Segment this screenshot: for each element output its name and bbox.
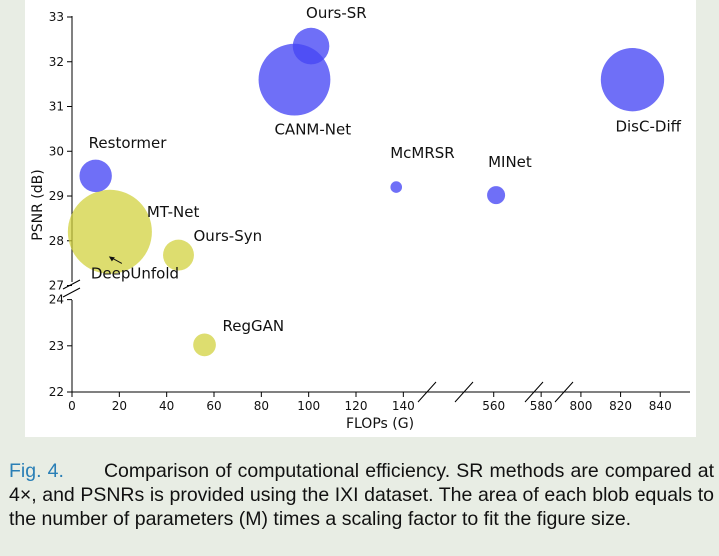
- x-tick-label: 800: [569, 399, 592, 413]
- blob-restormer: [79, 159, 112, 193]
- caption-label: Fig. 4.: [9, 460, 64, 482]
- x-tick-label: 140: [392, 399, 415, 413]
- y-axis-title: PSNR (dB): [30, 169, 46, 240]
- x-axis-break-mark: [417, 381, 437, 403]
- y-tick-label: 22: [49, 385, 64, 399]
- x-tick-label: 20: [112, 399, 127, 413]
- x-axis-title: FLOPs (G): [346, 416, 414, 432]
- bubble-chart: 0 20 40 60 80 100 120 140 560 580 800 820 8402223242…: [30, 4, 690, 432]
- x-tick-label: 840: [649, 399, 672, 413]
- y-tick-label: 30: [49, 144, 64, 158]
- blob-mcmrsr: [390, 181, 403, 193]
- blob-label-canm-net: CANM-Net: [274, 121, 351, 139]
- y-tick-label: 29: [49, 189, 64, 203]
- blob-ours-sr: [292, 27, 330, 65]
- x-axis-break-mark: [554, 381, 574, 403]
- x-axis-break-mark: [454, 381, 474, 403]
- blob-mt-net: [67, 189, 152, 274]
- y-tick-label: 24: [49, 293, 64, 307]
- blob-label-mt-net: MT-Net: [147, 203, 200, 221]
- chart-panel: 0 20 40 60 80 100 120 140 560 580 800 820 840 22 23 24 2…: [25, 0, 696, 437]
- annotation-arrow-head: [108, 256, 115, 262]
- blob-label-mcmrsr: McMRSR: [390, 144, 455, 162]
- blob-label-ours-sr: Ours-SR: [306, 4, 367, 22]
- x-tick-label: 40: [159, 399, 174, 413]
- blob-label-disc-diff: DisC-Diff: [615, 118, 681, 136]
- x-tick-label: 820: [609, 399, 632, 413]
- x-tick-label: 100: [297, 399, 320, 413]
- y-tick-label: 28: [49, 234, 64, 248]
- blob-ours-syn: [163, 239, 194, 271]
- x-tick-label: 560: [482, 399, 505, 413]
- y-axis-break-mark: [62, 279, 81, 290]
- y-tick-label: 32: [49, 55, 64, 69]
- y-tick-label: 23: [49, 339, 64, 353]
- blob-label-reggan: RegGAN: [223, 317, 285, 335]
- blob-label-deepunfold: DeepUnfold: [91, 264, 179, 282]
- x-tick-label: 80: [254, 399, 269, 413]
- x-tick-label: 120: [345, 399, 368, 413]
- figure-caption: Fig. 4. Comparison of computational effic…: [9, 459, 714, 531]
- x-tick-label: 0: [68, 399, 76, 413]
- x-axis-break-mark: [524, 381, 544, 403]
- x-tick-label: 580: [530, 399, 553, 413]
- x-tick-label: 60: [206, 399, 221, 413]
- blob-label-minet: MINet: [488, 153, 532, 171]
- blob-disc-diff: [600, 47, 665, 112]
- y-tick-label: 31: [49, 100, 64, 114]
- blob-minet: [487, 186, 506, 205]
- blob-label-restormer: Restormer: [89, 134, 168, 152]
- caption-text: Comparison of computational efficiency. …: [9, 460, 714, 530]
- y-tick-label: 27: [49, 279, 64, 293]
- y-axis-break-mark: [62, 287, 81, 298]
- blob-reggan: [193, 333, 216, 357]
- blob-label-ours-syn: Ours-Syn: [194, 227, 263, 245]
- y-tick-label: 33: [49, 10, 64, 24]
